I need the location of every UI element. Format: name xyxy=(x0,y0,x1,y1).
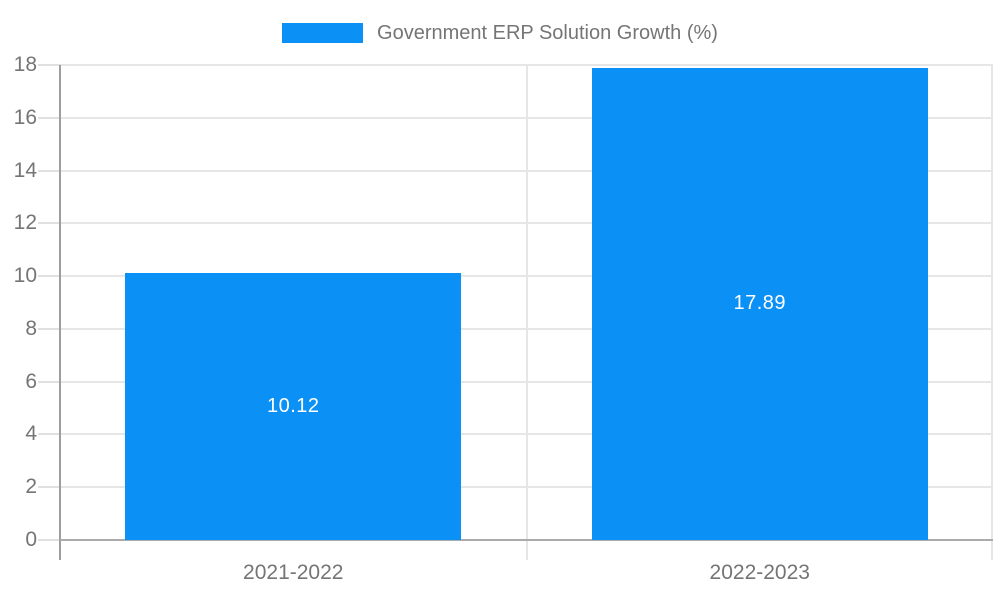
legend-label: Government ERP Solution Growth (%) xyxy=(377,21,718,44)
category-boundary-gridline xyxy=(525,65,528,560)
y-tick-mark xyxy=(38,222,60,225)
bar-2021-2022[interactable]: 10.12 xyxy=(125,272,462,540)
x-tick-label: 2021-2022 xyxy=(243,561,344,584)
x-tick-label: 2022-2023 xyxy=(709,561,810,584)
bar-2022-2023[interactable]: 17.89 xyxy=(591,67,928,540)
y-tick-label: 16 xyxy=(13,105,37,129)
y-tick-label: 2 xyxy=(25,475,37,499)
bar-value-label: 17.89 xyxy=(733,292,787,315)
y-tick-label: 4 xyxy=(25,422,37,446)
y-tick-mark xyxy=(38,64,60,66)
x-axis-baseline xyxy=(60,539,993,541)
y-tick-mark xyxy=(38,380,60,383)
y-axis-line xyxy=(59,65,61,560)
y-tick-label: 6 xyxy=(25,369,37,393)
chart-legend[interactable]: Government ERP Solution Growth (%) xyxy=(0,21,1000,45)
y-tick-mark xyxy=(38,539,60,541)
y-tick-mark xyxy=(38,169,60,172)
bar-value-label: 10.12 xyxy=(266,394,320,417)
y-tick-label: 12 xyxy=(13,211,37,235)
y-tick-label: 18 xyxy=(13,53,37,76)
legend-swatch xyxy=(282,23,364,43)
y-tick-label: 0 xyxy=(25,528,37,551)
y-tick-label: 10 xyxy=(13,264,37,288)
y-tick-mark xyxy=(38,327,60,330)
y-tick-label: 14 xyxy=(13,158,37,182)
y-tick-label: 8 xyxy=(25,316,37,340)
plot-right-border xyxy=(991,65,993,560)
y-tick-mark xyxy=(38,116,60,119)
y-tick-mark xyxy=(38,275,60,278)
y-tick-mark xyxy=(38,433,60,436)
y-tick-mark xyxy=(38,486,60,489)
